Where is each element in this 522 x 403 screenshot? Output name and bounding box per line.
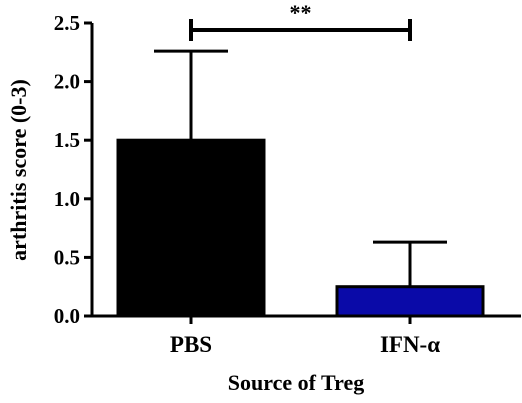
x-axis-title: Source of Treg [228,370,364,395]
x-tick-label-0: PBS [170,332,212,357]
significance-bracket: ** [189,0,412,41]
x-tick-label-1: IFN-α [380,332,440,357]
y-tick-label-1: 0.5 [54,245,80,269]
y-tick-label-5: 2.5 [54,11,80,35]
y-tick-label-4: 2.0 [54,70,80,94]
y-axis: 0.0 0.5 1.0 1.5 2.0 2.5 [54,11,94,328]
y-tick-label-3: 1.5 [54,128,80,152]
y-axis-title: arthritis score (0-3) [6,79,31,261]
x-axis: PBS IFN-α [90,314,521,357]
y-tick-label-2: 1.0 [54,187,80,211]
sig-label: ** [290,0,312,25]
bar-1 [335,285,485,318]
bars-group [116,138,485,318]
bar-0 [116,138,266,318]
error-bars-group [154,49,447,287]
y-tick-label-0: 0.0 [54,304,80,328]
